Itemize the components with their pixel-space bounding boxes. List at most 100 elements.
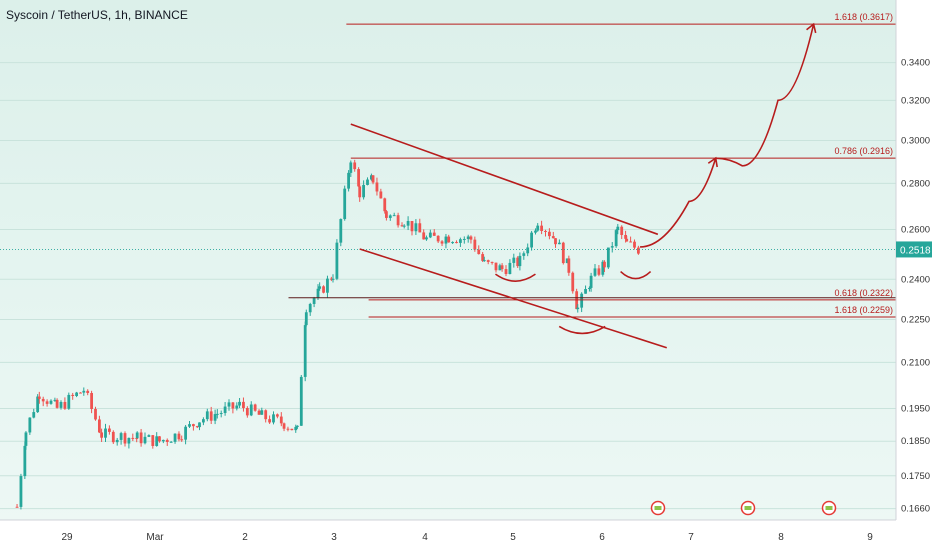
fib-level-label: 0.618 (0.2322) (834, 288, 893, 298)
candle-body (318, 286, 322, 289)
candle-body (276, 414, 279, 417)
candle-body (177, 433, 181, 440)
candle-body (422, 232, 426, 240)
x-tick-label: Mar (146, 532, 164, 543)
candle-body (235, 405, 239, 409)
event-marker-icon-inner (825, 506, 833, 510)
candle-body (75, 392, 78, 396)
candle-body (335, 242, 339, 279)
candle-body (451, 242, 454, 244)
event-marker-icon-inner (654, 506, 662, 510)
candle-body (432, 232, 436, 236)
candle-body (530, 232, 533, 248)
candle-body (104, 428, 107, 438)
candle-body (576, 307, 580, 310)
candle-body (565, 258, 569, 264)
price-axis-background (896, 0, 932, 550)
candle-body (400, 225, 404, 227)
event-marker-icon (650, 500, 666, 516)
y-tick-label: 0.1950 (901, 403, 930, 414)
fib-level-label: 1.618 (0.3617) (834, 12, 893, 22)
candle-body (362, 184, 365, 198)
candle-body (322, 286, 325, 293)
candle-body (19, 476, 23, 507)
candle-body (165, 439, 169, 442)
candle-body (498, 265, 502, 271)
candle-body (253, 404, 257, 411)
candle-body (561, 242, 565, 264)
candle-body (37, 396, 41, 399)
candle-body (202, 419, 205, 423)
candle-body (119, 433, 123, 440)
candle-body (36, 396, 40, 413)
candle-body (353, 162, 357, 170)
candle-body (264, 410, 268, 420)
x-tick-label: 2 (242, 532, 248, 543)
candle-body (481, 254, 485, 261)
candle-body (158, 436, 161, 442)
candle-body (410, 220, 414, 232)
last-price-tag (896, 241, 932, 258)
candle-body (477, 249, 481, 255)
candle-body (526, 247, 530, 254)
candle-body (349, 162, 353, 173)
candle-body (219, 413, 223, 415)
candle-body (637, 247, 640, 254)
x-tick-label: 29 (61, 532, 73, 543)
candle-body (79, 392, 82, 394)
y-tick-label: 0.3400 (901, 58, 930, 69)
pattern-curve-annotation (620, 270, 652, 280)
y-tick-label: 0.1850 (901, 436, 930, 447)
candle-body (459, 239, 462, 243)
price-unit-badge[interactable]: USDT (898, 6, 926, 28)
candle-body (213, 414, 217, 421)
x-tick-label: 5 (510, 532, 516, 543)
candle-body (294, 426, 298, 431)
candle-body (115, 439, 119, 443)
candle-body (357, 169, 360, 187)
candle-body (55, 399, 59, 408)
candle-body (331, 278, 335, 280)
y-tick-label: 0.1660 (901, 504, 930, 515)
y-tick-label: 0.1750 (901, 471, 930, 482)
candle-body (155, 436, 159, 446)
candle-body (15, 506, 19, 508)
candle-body (455, 242, 458, 244)
candle-body (296, 425, 299, 427)
candle-body (544, 230, 547, 232)
candle-body (215, 413, 219, 415)
candle-body (41, 398, 45, 402)
candle-body (614, 230, 618, 247)
candle-body (597, 268, 601, 275)
x-tick-label: 3 (331, 532, 337, 543)
fib-level-label: 1.618 (0.2259) (834, 305, 893, 315)
candle-body (610, 246, 614, 248)
candle-body (24, 432, 28, 446)
y-tick-label: 0.2400 (901, 274, 930, 285)
candle-body (406, 220, 410, 226)
x-tick-label: 4 (422, 532, 428, 543)
y-tick-label: 0.2250 (901, 314, 930, 325)
candle-body (606, 247, 610, 268)
candles-group (15, 159, 640, 510)
candle-body (402, 225, 406, 227)
candle-body (466, 236, 470, 239)
candle-body (508, 262, 512, 274)
candle-body (540, 225, 543, 231)
event-marker-icon (740, 500, 756, 516)
candle-body (272, 414, 275, 423)
candle-body (473, 239, 477, 250)
candle-body (71, 394, 75, 396)
candle-body (575, 291, 579, 310)
y-tick-label: 0.3200 (901, 95, 930, 106)
fib-level-label: 0.786 (0.2916) (834, 146, 893, 156)
candle-body (571, 272, 575, 292)
projection-arrowhead-mid (707, 156, 718, 168)
y-tick-label: 0.2600 (901, 225, 930, 236)
candle-body (343, 188, 347, 220)
channel-resistance-line (350, 123, 659, 236)
candle-body (629, 241, 632, 243)
candle-body (86, 390, 90, 393)
